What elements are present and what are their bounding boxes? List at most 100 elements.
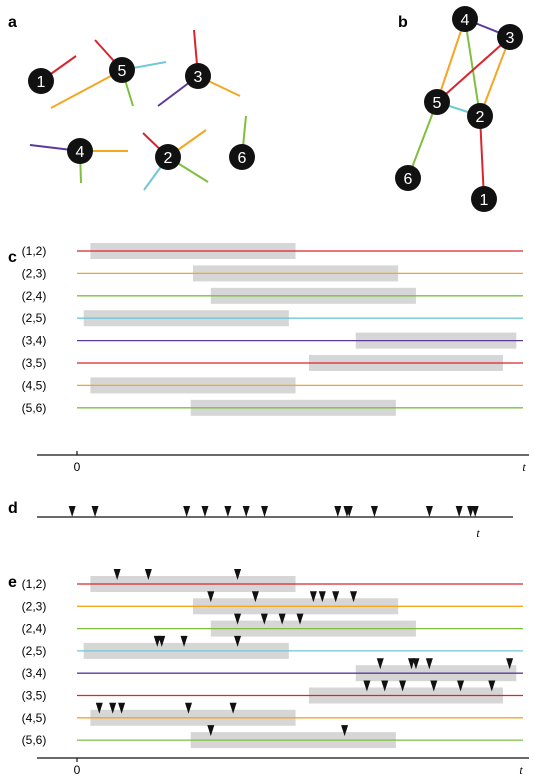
panel-c-timelines: (1,2) (2,3) (2,4) (2,5) (3,4) (3,5) (4,5) (5,6): [22, 243, 523, 416]
panel-label-c: c: [8, 249, 17, 266]
panel-a-fragments: 1 5 3 4 2 6: [28, 29, 255, 191]
panel-label-b: b: [398, 14, 408, 31]
svg-text:6: 6: [404, 171, 413, 188]
svg-text:3: 3: [194, 69, 203, 86]
e-event-marker: [118, 702, 126, 714]
e-event-marker: [234, 613, 242, 625]
e-event-marker: [341, 725, 349, 737]
node-3-a: 3: [185, 63, 211, 89]
e-event-marker: [332, 591, 340, 603]
c-edge-label: (2,5): [22, 311, 47, 325]
c-edge-label: (4,5): [22, 378, 47, 392]
e-event-marker: [376, 658, 384, 670]
node-2-b: 2: [467, 103, 493, 129]
node-1-b: 1: [471, 186, 497, 212]
panel-label-e: e: [8, 574, 17, 591]
svg-text:3: 3: [506, 30, 515, 47]
node-1-a: 1: [28, 68, 54, 94]
panel-b-graph: 4 3 5 2 6 1: [395, 6, 523, 212]
e-event-marker: [278, 613, 286, 625]
e-event-marker: [408, 658, 415, 670]
node-2-a: 2: [155, 144, 181, 170]
e-event-marker: [229, 702, 237, 714]
e-event-marker: [425, 658, 433, 670]
e-event-marker: [185, 702, 192, 714]
panel-c-axis: 0 t: [37, 451, 529, 474]
d-event-marker: [68, 506, 76, 517]
node-5-b: 5: [424, 89, 450, 115]
d-event-marker: [242, 506, 250, 517]
axis-t-e: t: [519, 763, 523, 777]
svg-text:1: 1: [37, 74, 46, 91]
panel-e-timelines: (1,2) (2,3) (2,4) (2,5) (3,4) (3,5) (4,5) (5,6): [22, 569, 523, 749]
e-event-marker: [296, 613, 304, 625]
d-event-marker: [261, 506, 269, 517]
d-event-marker: [183, 506, 191, 517]
e-event-marker: [144, 569, 152, 580]
d-event-marker: [334, 506, 342, 517]
panel-d-events: t: [37, 506, 513, 540]
e-event-marker: [399, 680, 407, 692]
axis-zero-c: 0: [74, 460, 81, 474]
e-event-marker: [207, 591, 215, 603]
e-edge-label: (3,5): [22, 689, 47, 703]
e-edge-label: (2,3): [22, 599, 47, 613]
node-6-a: 6: [229, 144, 255, 170]
svg-text:1: 1: [480, 192, 489, 209]
e-event-marker: [113, 569, 121, 580]
c-edge-label: (3,4): [22, 334, 47, 348]
e-edge-label: (2,5): [22, 644, 47, 658]
d-event-marker: [467, 506, 475, 517]
node-4-a: 4: [67, 138, 93, 164]
panel-label-a: a: [8, 14, 17, 31]
axis-zero-e: 0: [74, 763, 81, 777]
c-edge-label: (2,3): [22, 266, 47, 280]
svg-text:4: 4: [76, 144, 85, 161]
svg-text:5: 5: [433, 95, 442, 112]
e-event-marker: [381, 680, 389, 692]
e-event-marker: [363, 680, 371, 692]
e-event-marker: [153, 635, 161, 647]
e-edge-label: (5,6): [22, 733, 47, 747]
e-event-marker: [234, 635, 242, 647]
d-event-marker: [471, 506, 479, 517]
e-event-marker: [318, 591, 326, 603]
e-event-marker: [109, 702, 117, 714]
svg-text:4: 4: [461, 12, 470, 29]
d-event-marker: [455, 506, 463, 517]
e-edge-label: (3,4): [22, 666, 47, 680]
d-event-marker: [224, 506, 232, 517]
panel-e-axis: 0 t: [37, 757, 529, 777]
e-event-marker: [457, 680, 465, 692]
e-event-marker: [207, 725, 215, 737]
e-event-marker: [180, 635, 188, 647]
e-event-marker: [430, 680, 438, 692]
e-edge-label: (2,4): [22, 622, 47, 636]
e-edge-label: (1,2): [22, 577, 47, 591]
node-6-b: 6: [395, 165, 421, 191]
axis-t-d: t: [476, 526, 480, 540]
d-event-marker: [91, 506, 99, 517]
c-edge-label: (5,6): [22, 401, 47, 415]
e-event-marker: [251, 591, 259, 603]
e-event-marker: [309, 591, 317, 603]
svg-text:2: 2: [164, 150, 173, 167]
d-event-marker: [370, 506, 378, 517]
e-event-marker: [260, 613, 268, 625]
c-edge-label: (2,4): [22, 289, 47, 303]
svg-text:6: 6: [238, 150, 247, 167]
d-event-marker: [201, 506, 209, 517]
e-event-marker: [350, 591, 358, 603]
panel-label-d: d: [8, 500, 18, 517]
e-edge-label: (4,5): [22, 711, 47, 725]
svg-text:2: 2: [476, 109, 485, 126]
node-5-a: 5: [109, 57, 135, 83]
svg-text:5: 5: [118, 63, 127, 80]
e-event-marker: [412, 658, 420, 670]
axis-t-c: t: [522, 460, 526, 474]
c-edge-label: (1,2): [22, 244, 47, 258]
e-event-marker: [158, 635, 166, 647]
c-edge-label: (3,5): [22, 356, 47, 370]
e-event-marker: [488, 680, 496, 692]
